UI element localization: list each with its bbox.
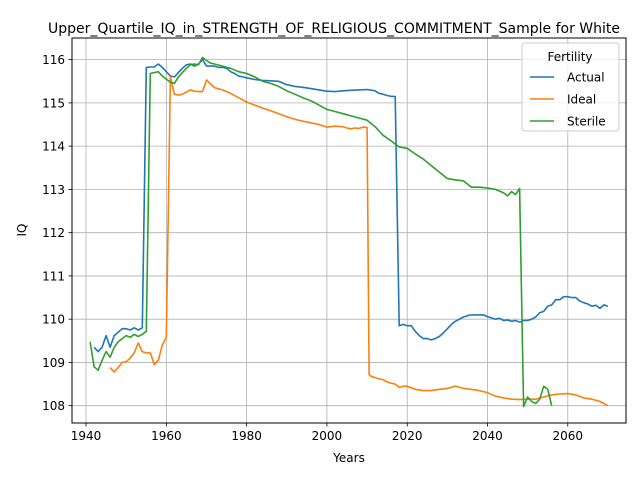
legend-label-actual: Actual: [567, 71, 605, 85]
x-axis-label: Years: [332, 451, 365, 465]
series-line-actual: [93, 58, 609, 353]
legend: Fertility Actual Ideal Sterile: [521, 42, 620, 132]
x-axis-ticks: 1940 1960 1980 2000 2020 2040 2060: [71, 423, 583, 443]
x-tick-label: 1940: [71, 429, 102, 443]
x-tick-label: 2040: [472, 429, 503, 443]
y-tick-label: 115: [42, 96, 65, 110]
y-tick-label: 110: [42, 313, 65, 327]
series-line-ideal: [109, 76, 609, 407]
x-tick-label: 1980: [231, 429, 262, 443]
y-tick-label: 111: [42, 269, 65, 283]
y-tick-label: 108: [42, 399, 65, 413]
y-axis-label: IQ: [15, 224, 29, 237]
x-tick-label: 2000: [312, 429, 343, 443]
y-tick-label: 109: [42, 356, 65, 370]
y-axis-ticks: 108 109 110 111 112 113 114 115 116: [42, 53, 72, 413]
x-tick-label: 2020: [392, 429, 423, 443]
chart-title: Upper_Quartile_IQ_in_STRENGTH_OF_RELIGIO…: [48, 21, 620, 37]
y-tick-label: 112: [42, 226, 65, 240]
plot-area-frame: [71, 37, 627, 424]
x-tick-label: 1960: [151, 429, 182, 443]
y-tick-label: 114: [42, 140, 65, 154]
legend-label-sterile: Sterile: [567, 115, 606, 129]
legend-items: Actual Ideal Sterile: [530, 71, 606, 129]
legend-title: Fertility: [547, 50, 592, 64]
legend-label-ideal: Ideal: [567, 93, 596, 107]
y-tick-label: 113: [42, 183, 65, 197]
x-tick-label: 2060: [553, 429, 584, 443]
series-lines: [89, 56, 609, 408]
series-line-sterile: [89, 56, 553, 408]
legend-box: [521, 42, 620, 132]
y-tick-label: 116: [42, 53, 65, 67]
